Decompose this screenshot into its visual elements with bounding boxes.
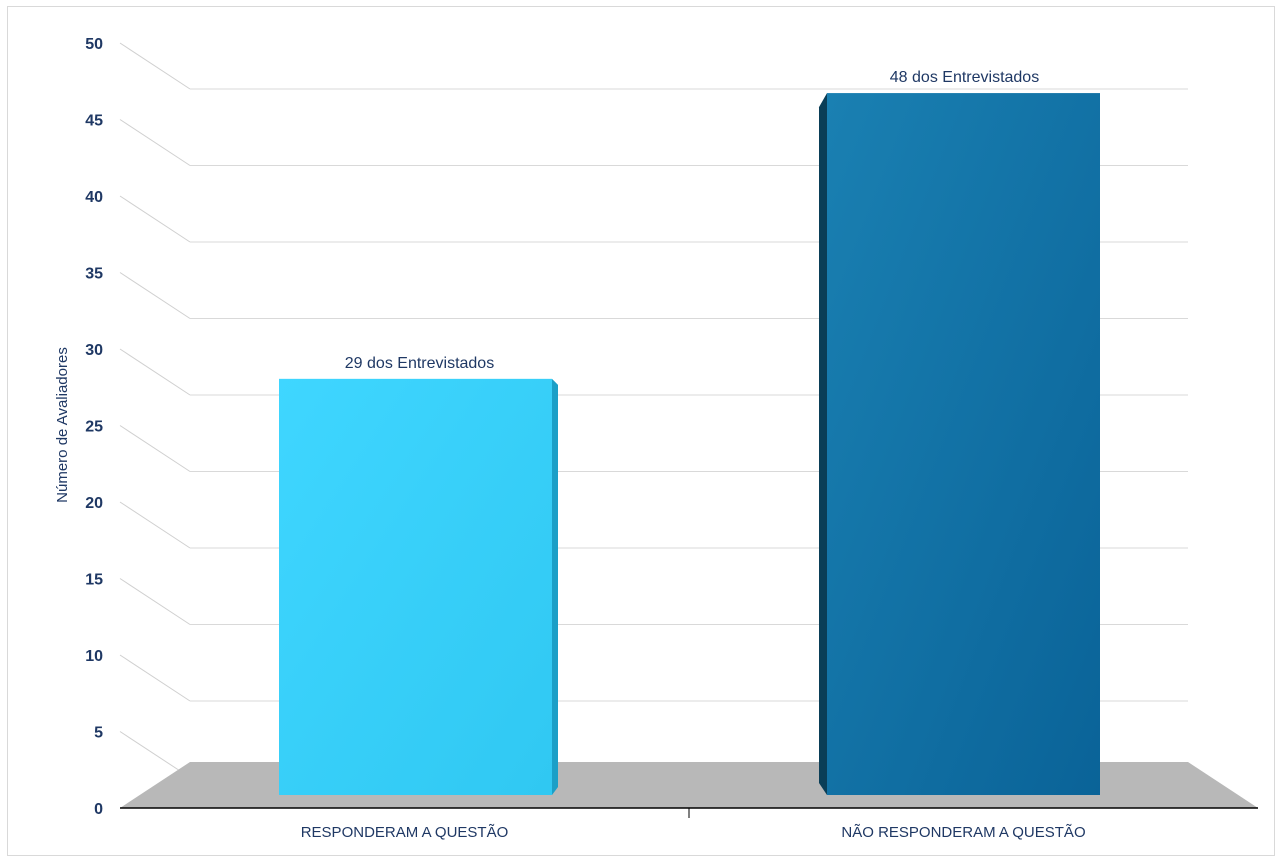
gridline-diagonal [119,578,191,625]
y-tick-label: 45 [85,113,103,130]
gridline-diagonal [119,501,191,549]
data-label: 29 dos Entrevistados [345,355,494,372]
bar [279,378,552,795]
y-tick-label: 10 [85,648,103,665]
gridline-diagonal [119,425,191,472]
y-tick-label: 30 [85,342,103,359]
gridline-diagonal [119,348,191,396]
bar-1: 29 dos Entrevistados RESPONDERAM A QUESTÃ… [279,355,558,841]
y-tick-label: 35 [85,266,103,283]
y-tick-label: 5 [94,725,103,742]
gridline-diagonal [119,272,191,319]
y-tick-label: 50 [85,36,103,53]
bar-side-face [819,93,827,795]
gridline-diagonal [119,119,191,166]
x-category-label: NÃO RESPONDERAM A QUESTÃO [841,824,1085,841]
y-tick-label: 40 [85,189,103,206]
bar [827,93,1100,795]
y-axis-title: Número de Avaliadores [54,347,71,503]
y-tick-label: 15 [85,572,103,589]
gridline-diagonal [119,195,191,243]
gridline-diagonal [119,42,191,90]
y-tick-label: 25 [85,419,103,436]
bar-side-face [552,378,558,795]
gridline-diagonal [119,654,191,702]
chart-frame [7,6,1275,856]
y-tick-label: 20 [85,495,103,512]
bar-2: 48 dos Entrevistados NÃO RESPONDERAM A QU… [819,69,1100,841]
x-category-label: RESPONDERAM A QUESTÃO [301,824,509,841]
y-tick-label: 0 [94,801,103,818]
data-label: 48 dos Entrevistados [890,69,1039,86]
